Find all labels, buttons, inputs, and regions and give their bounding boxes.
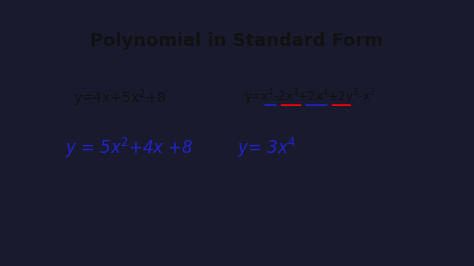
Text: Polynomial in Standard Form: Polynomial in Standard Form (91, 32, 383, 50)
Text: $y$ = 5x$^2$+4x +8: $y$ = 5x$^2$+4x +8 (65, 136, 194, 160)
Text: y=x$^4$-2x$^3$+2x$^4$+2y$^3$-x$^2$: y=x$^4$-2x$^3$+2x$^4$+2y$^3$-x$^2$ (244, 88, 376, 107)
Text: y=4x+5x$^2$+8: y=4x+5x$^2$+8 (73, 88, 166, 109)
Text: $y$= 3x$^4$: $y$= 3x$^4$ (237, 136, 296, 160)
